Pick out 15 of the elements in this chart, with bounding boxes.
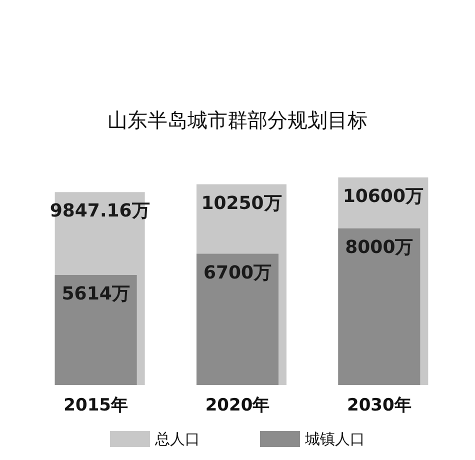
data-label: 6700万 xyxy=(203,262,272,284)
data-label: 10250万 xyxy=(201,192,282,214)
data-label: 10600万 xyxy=(342,186,424,207)
chart-title: 山东半岛城市群部分规划目标 xyxy=(108,108,368,132)
bar xyxy=(54,275,137,385)
bar xyxy=(338,228,420,385)
x-tick-label: 2020年 xyxy=(205,396,270,416)
data-label: 8000万 xyxy=(345,236,414,258)
data-label: 5614万 xyxy=(62,284,130,305)
bar xyxy=(196,254,278,385)
legend-label: 城镇人口 xyxy=(304,430,365,448)
legend-label: 总人口 xyxy=(154,430,200,448)
x-tick-label: 2030年 xyxy=(347,396,412,416)
x-tick-label: 2015年 xyxy=(64,396,128,416)
data-label: 9847.16万 xyxy=(50,200,150,222)
